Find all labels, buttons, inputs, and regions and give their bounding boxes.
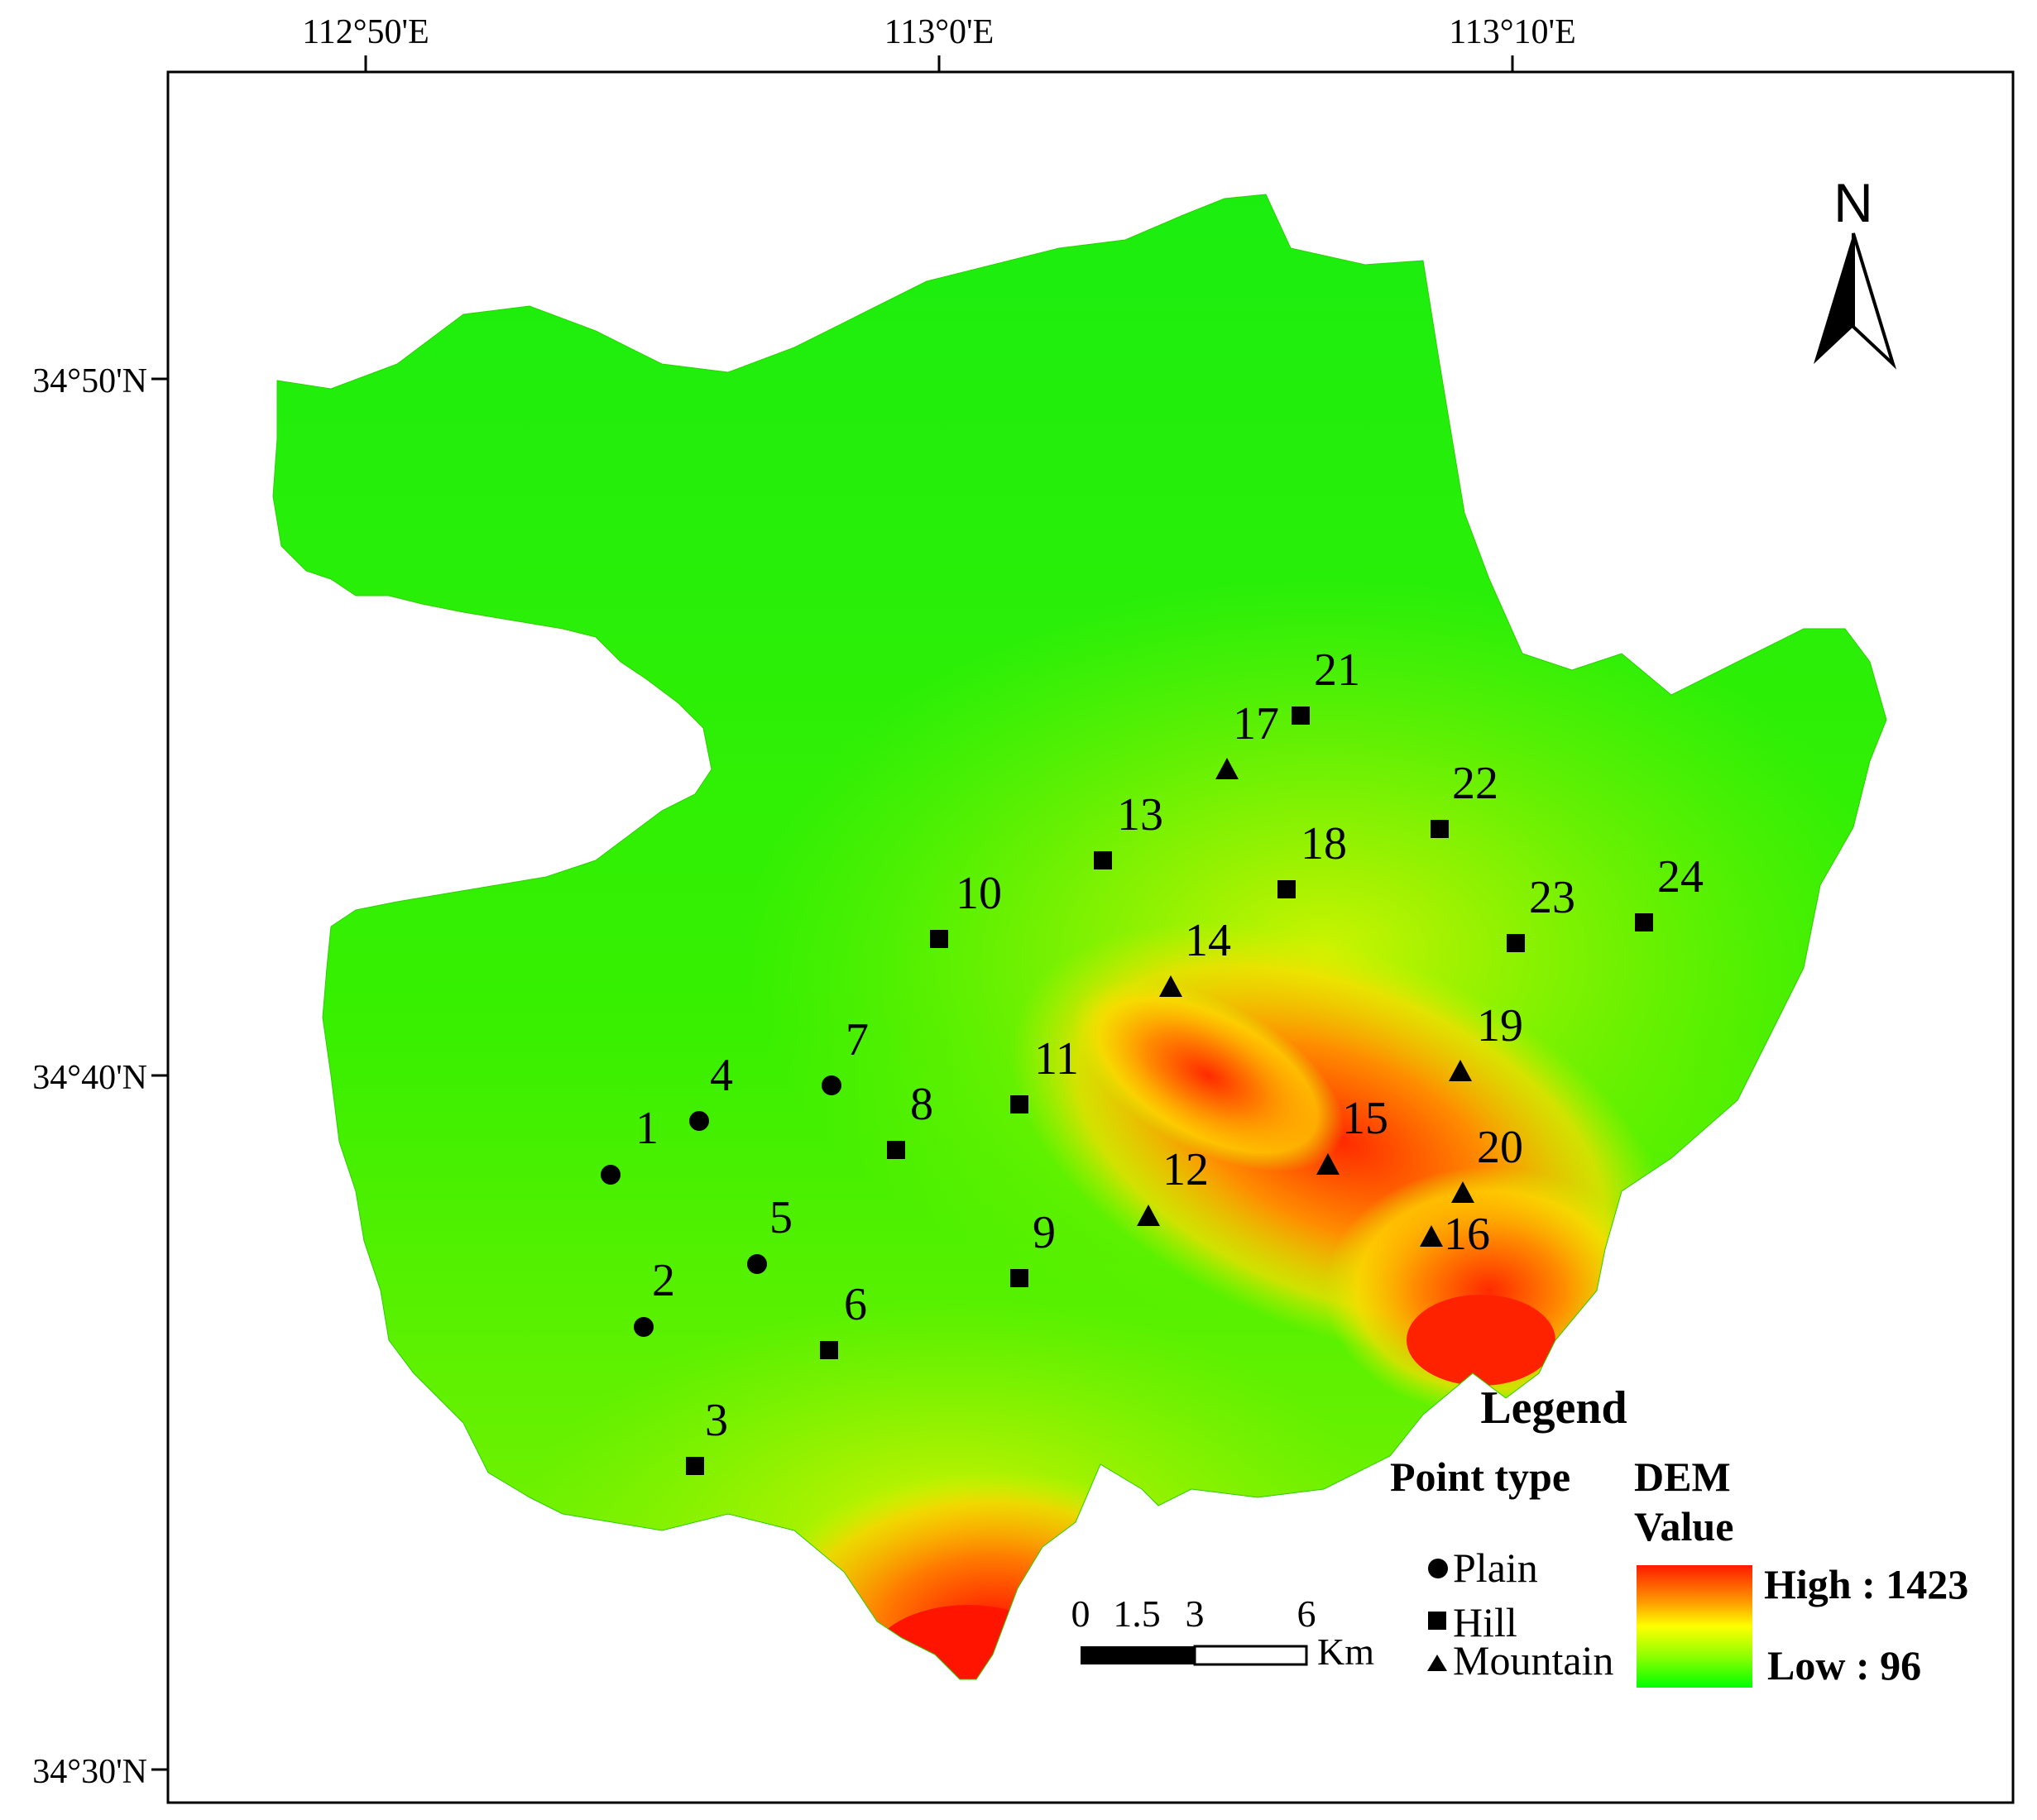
hill-point-marker [1010, 1269, 1028, 1287]
mountain-point-marker [1449, 1060, 1472, 1081]
hill-point-marker [1292, 706, 1310, 725]
point-label: 9 [1033, 1207, 1056, 1258]
legend-hill-symbol [1428, 1612, 1446, 1630]
scale-tick-label: 6 [1297, 1592, 1316, 1635]
point-label: 18 [1301, 818, 1347, 869]
hill-point-marker [1010, 1095, 1028, 1114]
hill-point-marker [1635, 913, 1653, 932]
point-label: 13 [1117, 789, 1163, 841]
scale-bar: 0 1.5 3 6 Km [1071, 1592, 1375, 1673]
legend-point-type-title: Point type [1390, 1454, 1570, 1500]
mountain-point-marker [1137, 1205, 1160, 1226]
hill-point-marker [1431, 820, 1449, 838]
hill-point-marker [686, 1457, 704, 1475]
scale-bar-white [1193, 1645, 1308, 1666]
lat-label: 34°30'N [32, 1753, 147, 1791]
point-label: 14 [1185, 915, 1231, 966]
point-label: 11 [1034, 1033, 1079, 1085]
point-label: 16 [1444, 1209, 1490, 1260]
point-label: 19 [1477, 1000, 1523, 1051]
point-label: 5 [769, 1192, 793, 1243]
point-label: 15 [1342, 1093, 1388, 1144]
point-label: 24 [1657, 851, 1704, 903]
north-arrow-icon: N [1814, 172, 1897, 370]
point-label: 12 [1162, 1144, 1209, 1195]
point-label: 20 [1477, 1122, 1523, 1173]
mountain-point-marker [1215, 758, 1239, 779]
plain-point-marker [689, 1111, 709, 1131]
point-label: 10 [956, 868, 1002, 919]
hill-point-marker [1277, 880, 1296, 898]
lat-label: 34°50'N [32, 362, 147, 400]
legend-plain-symbol [1428, 1559, 1448, 1578]
scale-tick-label: 3 [1186, 1592, 1205, 1635]
plain-point-marker [822, 1075, 841, 1095]
legend-dem-title-2: Value [1634, 1503, 1733, 1549]
lat-label: 34°40'N [32, 1059, 147, 1097]
legend-title: Legend [1480, 1382, 1627, 1434]
mountain-point-marker [1159, 975, 1182, 997]
region-outline [272, 194, 1887, 1680]
scale-tick-label: 0 [1071, 1592, 1090, 1635]
north-label: N [1833, 172, 1873, 233]
point-label: 17 [1233, 698, 1279, 750]
hill-point-marker [1507, 934, 1525, 952]
point-label: 2 [652, 1255, 675, 1306]
hill-point-marker [820, 1341, 838, 1359]
legend: Legend Point type DEM Value Plain Hill M… [1390, 1382, 1968, 1688]
scale-tick-label: 1.5 [1113, 1592, 1161, 1635]
hill-point-marker [887, 1141, 905, 1159]
point-label: 8 [910, 1079, 933, 1130]
graticule-ticks [151, 55, 1514, 1771]
plain-point-marker [601, 1165, 621, 1185]
lon-label: 113°0'E [884, 13, 994, 51]
point-label: 23 [1529, 872, 1575, 923]
point-label: 21 [1314, 644, 1360, 696]
map-frame [166, 70, 2015, 1804]
mountain-point-marker [1316, 1153, 1340, 1175]
legend-dem-title: DEM [1634, 1454, 1731, 1500]
scale-bar-black [1081, 1646, 1195, 1664]
point-label: 1 [635, 1103, 659, 1154]
legend-mountain-symbol [1427, 1655, 1447, 1671]
hill-point-marker [1094, 851, 1112, 869]
scale-unit: Km [1317, 1631, 1374, 1673]
lon-label: 112°50'E [302, 13, 429, 51]
legend-mountain-label: Mountain [1453, 1637, 1613, 1684]
point-label: 6 [844, 1279, 867, 1330]
mountain-point-marker [1420, 1225, 1443, 1247]
point-label: 22 [1452, 758, 1498, 809]
point-label: 7 [846, 1014, 869, 1066]
legend-hill-label: Hill [1453, 1599, 1517, 1645]
point-label: 4 [710, 1050, 733, 1101]
dem-color-ramp [1637, 1565, 1752, 1688]
plain-point-marker [634, 1317, 654, 1337]
point-label: 3 [705, 1395, 728, 1446]
lon-label: 113°10'E [1449, 13, 1575, 51]
plain-point-marker [747, 1254, 767, 1274]
legend-plain-label: Plain [1453, 1545, 1538, 1591]
dem-low-label: Low : 96 [1767, 1642, 1921, 1688]
dem-high-label: High : 1423 [1764, 1561, 1968, 1607]
hill-point-marker [930, 930, 948, 948]
mountain-point-marker [1451, 1181, 1474, 1203]
